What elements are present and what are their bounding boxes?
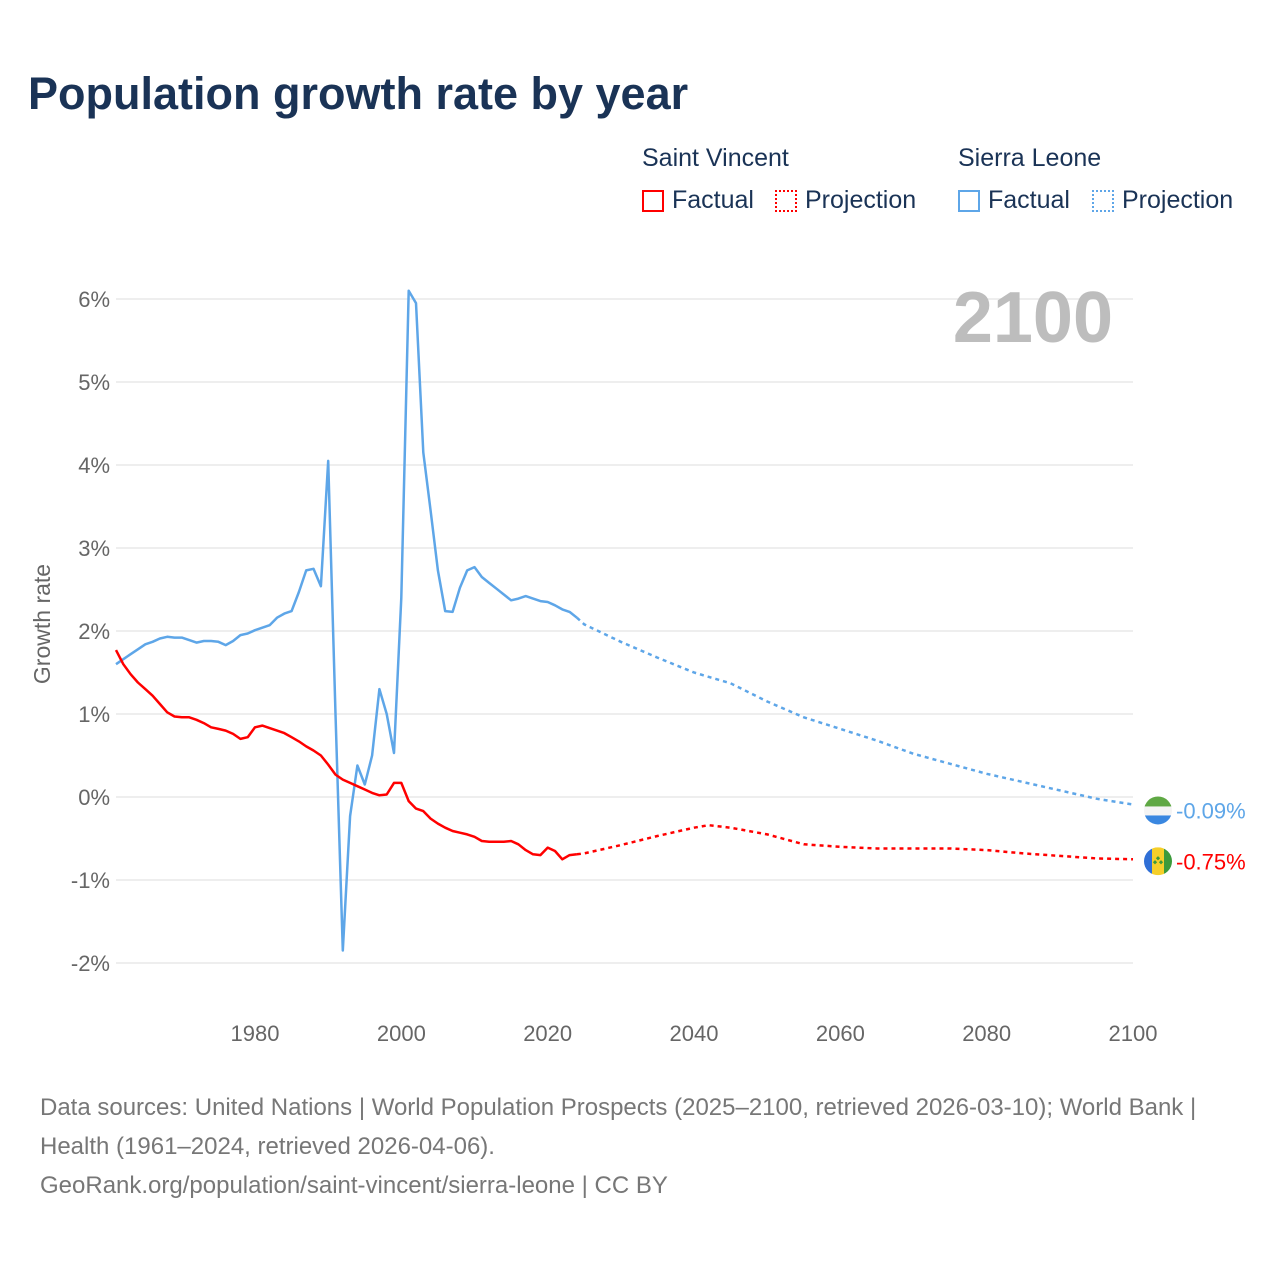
legend-saint-vincent-projection[interactable]: Projection [775,186,916,215]
flag-diamond [1155,856,1161,861]
sierra-leone-factual-line [115,289,578,952]
y-tick-label: -1% [71,868,110,893]
x-tick-label: 1980 [231,1021,280,1046]
saint-vincent-projection-line [576,823,1134,861]
legend-group-sierra-leone: Sierra Leone [958,144,1102,172]
y-tick-label: -2% [71,951,110,976]
y-tick-label: 1% [78,702,110,727]
flag-stripe [1144,806,1172,816]
x-tick-label: 2040 [670,1021,719,1046]
y-tick-label: 6% [78,287,110,312]
legend-label: Factual [988,186,1070,214]
end-value-label: -0.09% [1176,798,1246,823]
y-axis-label: Growth rate [29,564,55,684]
x-tick-label: 2100 [1109,1021,1158,1046]
flag-stripe [1144,815,1172,825]
flag-stripe [1152,847,1164,876]
x-tick-label: 2000 [377,1021,426,1046]
legend-saint-vincent-factual[interactable]: Factual [642,186,754,215]
flag-diamond [1152,860,1158,865]
end-value-label: -0.75% [1176,849,1246,874]
x-tick-label: 2060 [816,1021,865,1046]
x-tick-label: 2020 [523,1021,572,1046]
legend-label: Projection [1122,186,1234,214]
sierra-leone-projection-line [576,616,1134,806]
plot-area: -2% -1% 0% 1% 2% 3% 4% 5% 6% 1980 2000 2020 2040 2060… [29,278,1246,1046]
y-tick-label: 2% [78,619,110,644]
flag-body [1144,847,1172,876]
legend-sierra-leone-factual[interactable]: Factual [958,186,1070,215]
source-link[interactable]: GeoRank.org/population/saint-vincent/sie… [40,1172,668,1199]
y-tick-label: 4% [78,453,110,478]
source-note: Data sources: United Nations | World Pop… [40,1088,1240,1205]
y-tick-label: 3% [78,536,110,561]
sierra-leone-flag-icon [1144,796,1172,825]
year-watermark: 2100 [953,278,1113,358]
saint-vincent-factual-line [114,649,578,861]
flag-stripe [1144,796,1172,807]
legend-group-saint-vincent: Saint Vincent [642,144,789,172]
flag-stripe [1144,847,1152,876]
saint-vincent-flag-icon [1144,847,1172,876]
y-tick-label: 0% [78,785,110,810]
x-tick-label: 2080 [962,1021,1011,1046]
flag-diamond [1158,860,1164,865]
flag-body [1144,796,1172,825]
legend-label: Projection [805,186,917,214]
legend-swatch-solid [642,189,664,212]
legend-swatch-solid [958,189,980,212]
legend-swatch-dotted [1092,189,1114,212]
legend-swatch-dotted [775,189,797,212]
source-text: Data sources: United Nations | World Pop… [40,1094,1197,1160]
legend-label: Factual [672,186,754,214]
y-tick-label: 5% [78,370,110,395]
flag-stripe [1164,847,1172,876]
chart-title: Population growth rate by year [28,68,689,119]
legend-sierra-leone-projection[interactable]: Projection [1092,186,1233,215]
